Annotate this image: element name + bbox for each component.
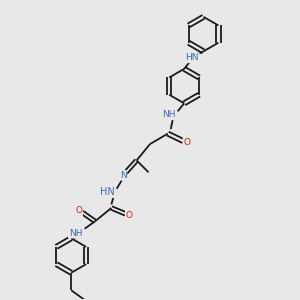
Text: N: N bbox=[120, 171, 127, 180]
Text: HN: HN bbox=[100, 187, 114, 197]
Text: O: O bbox=[75, 206, 82, 215]
Text: NH: NH bbox=[69, 229, 82, 238]
Text: O: O bbox=[183, 138, 190, 147]
Text: HN: HN bbox=[185, 53, 199, 62]
Text: NH: NH bbox=[162, 110, 175, 119]
Text: O: O bbox=[126, 211, 133, 220]
